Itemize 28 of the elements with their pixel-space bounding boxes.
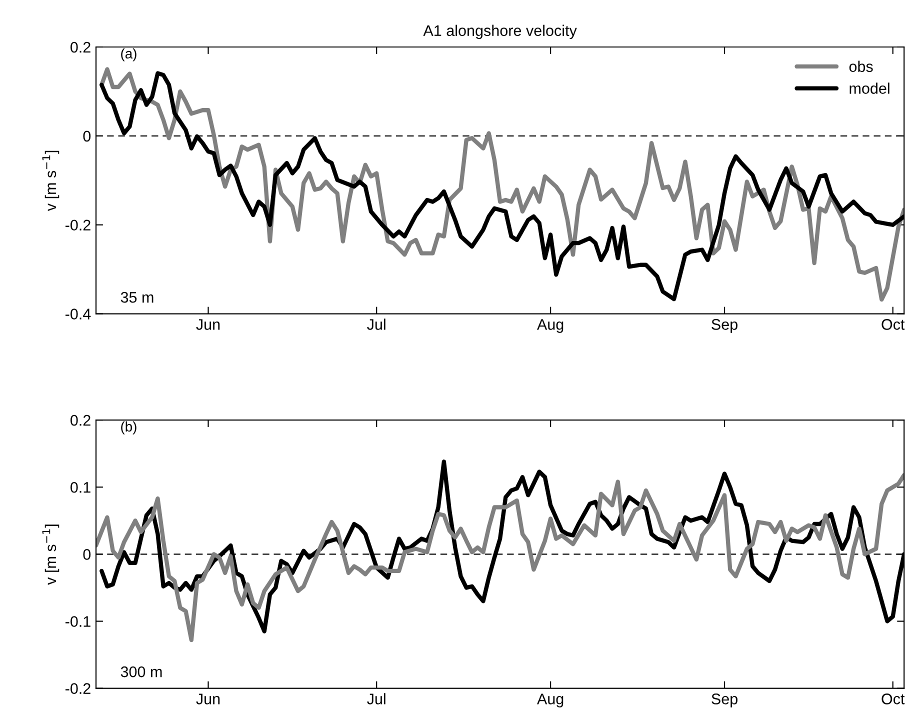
y-tick-label: 0.1 [70, 482, 90, 493]
y-tick-label: 0.2 [70, 414, 90, 426]
legend-label: model [850, 82, 890, 94]
annotation: 35 m [120, 292, 154, 303]
x-tick-label: Sep [712, 319, 738, 333]
y-tick-label: -0.4 [66, 308, 91, 320]
y-axis-title: v [m s$^{−1}$] [42, 524, 60, 585]
y-tick-label: 0 [83, 549, 91, 560]
x-tick-label: Oct [882, 319, 905, 330]
x-tick-label: Aug [536, 319, 564, 333]
annotation: 300 m [120, 666, 162, 678]
legend-label: obs [849, 60, 873, 72]
y-tick-label: -0.2 [66, 220, 90, 231]
y-tick-label: 0 [83, 130, 91, 142]
x-tick-label: Sep [712, 694, 738, 708]
annotation: (b) [121, 421, 136, 434]
x-tick-label: Jul [367, 693, 386, 704]
x-tick-label: Aug [536, 694, 564, 708]
annotation: (a) [121, 48, 136, 62]
y-tick-label: -0.1 [66, 616, 90, 627]
x-tick-label: Jun [196, 694, 220, 704]
y-tick-label: 0.2 [70, 42, 90, 53]
x-tick-label: Jul [367, 318, 386, 330]
y-axis-title: v [m s$^{−1}$] [42, 150, 60, 212]
x-tick-label: Oct [882, 694, 905, 704]
y-tick-label: -0.2 [66, 683, 90, 694]
chart-title: A1 alongshore velocity [423, 24, 577, 40]
x-tick-label: Jun [196, 319, 220, 330]
